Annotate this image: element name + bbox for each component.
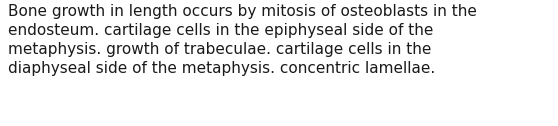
Text: Bone growth in length occurs by mitosis of osteoblasts in the
endosteum. cartila: Bone growth in length occurs by mitosis … (8, 4, 477, 76)
